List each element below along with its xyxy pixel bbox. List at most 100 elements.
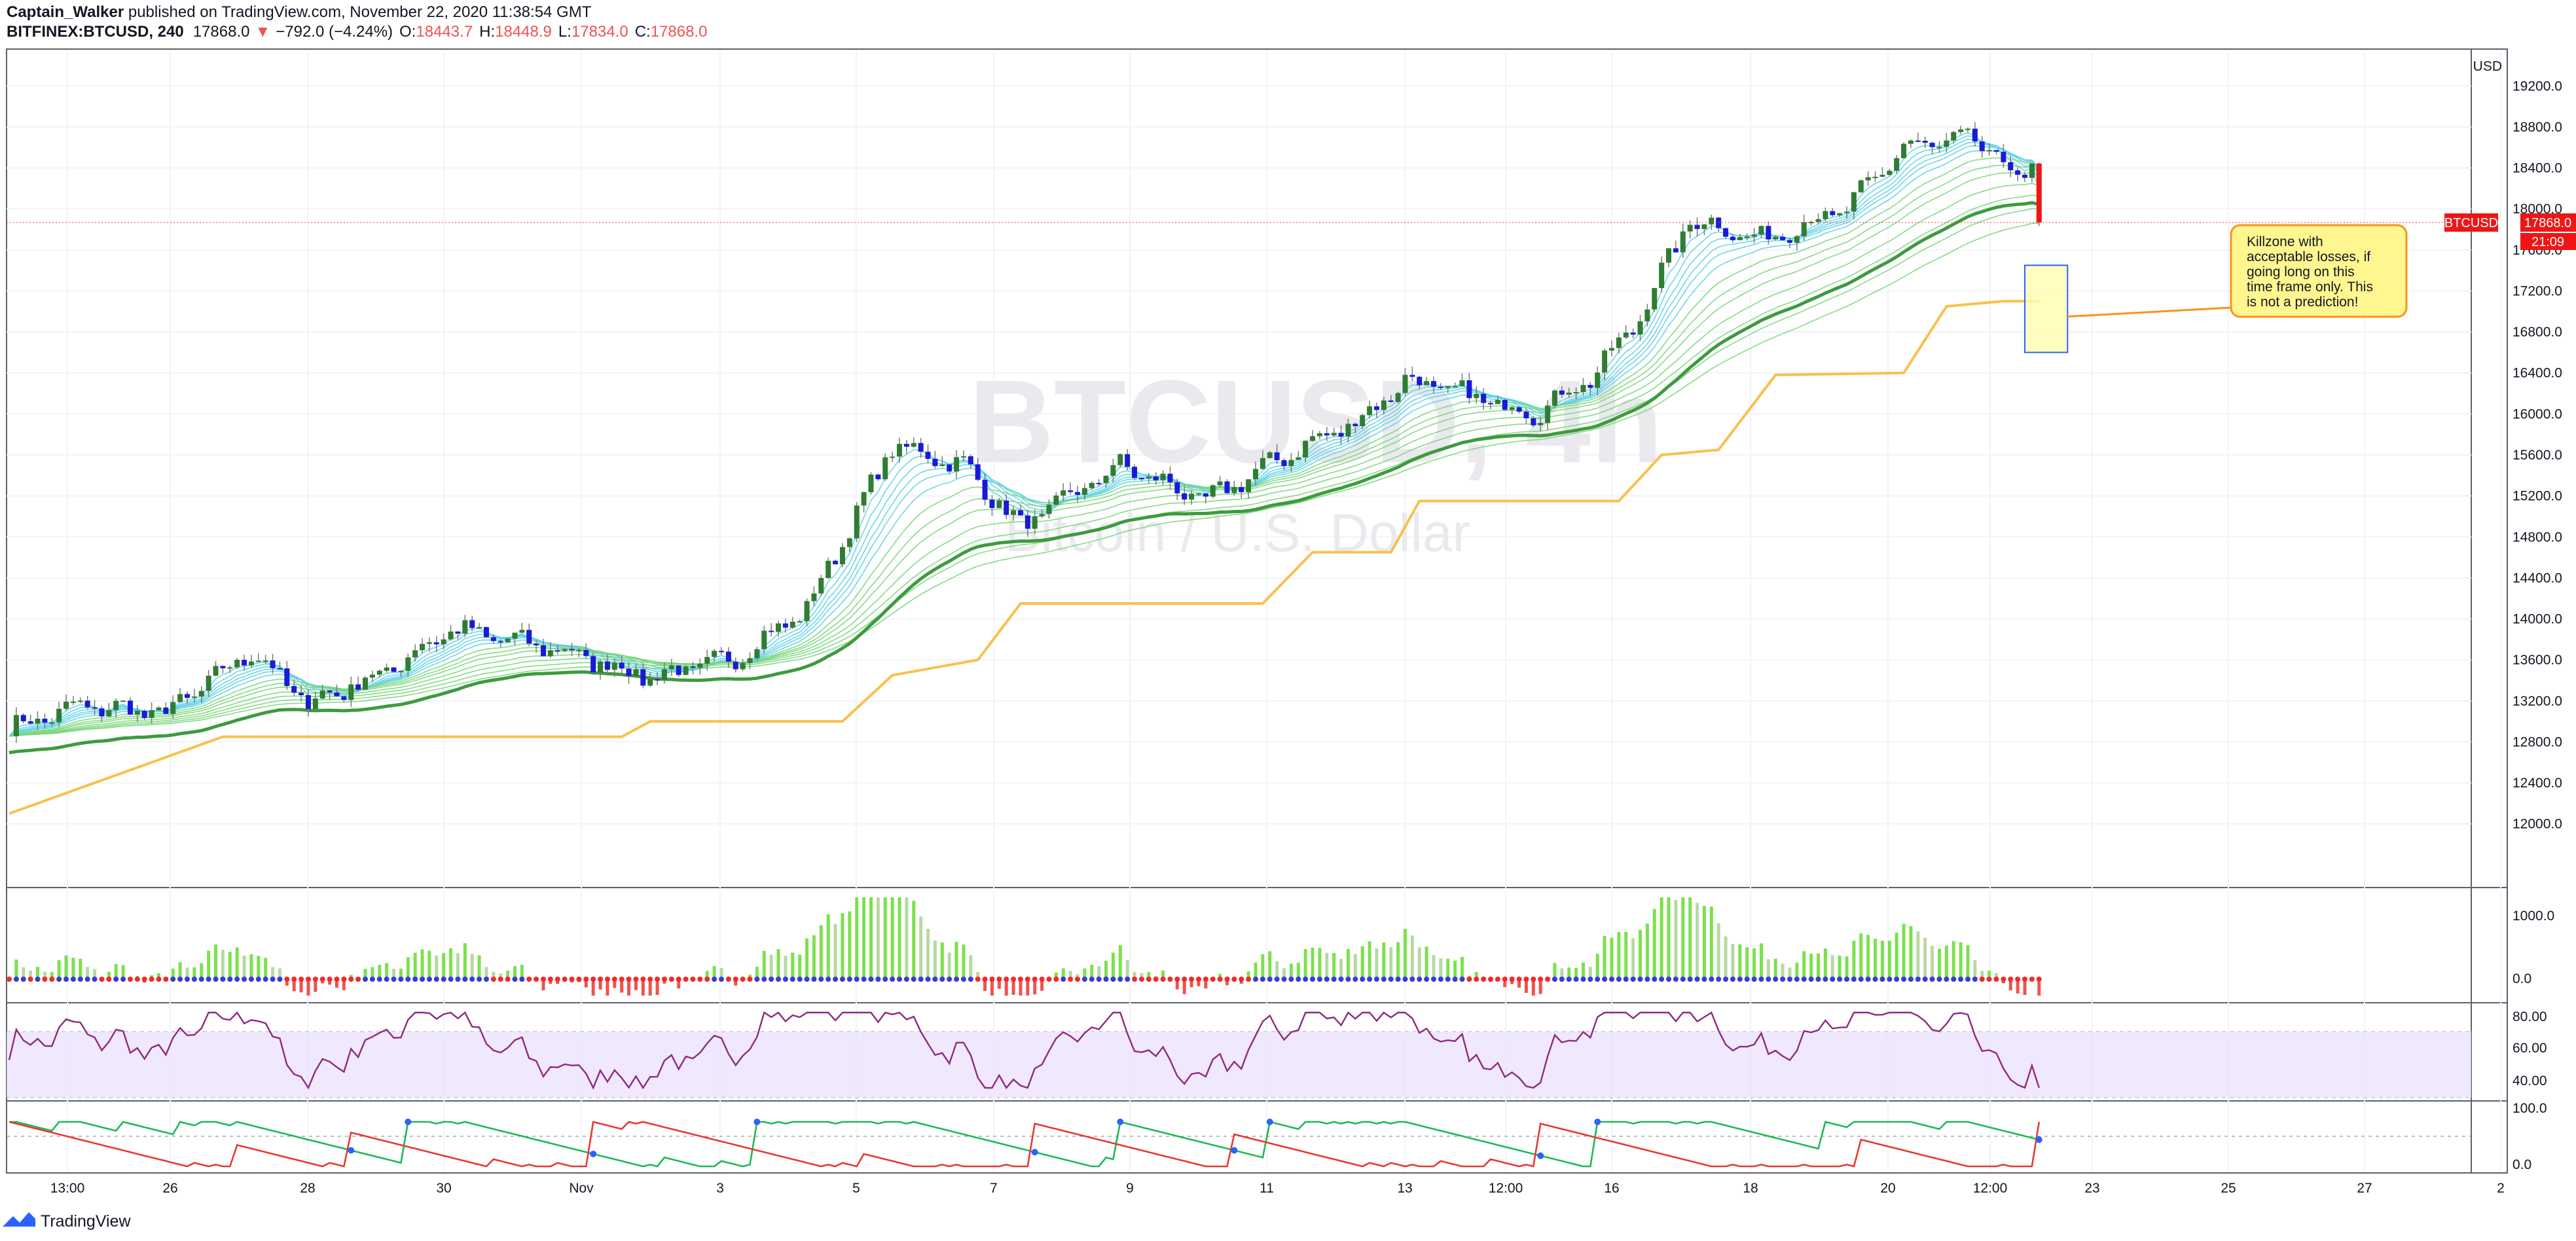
candle-body[interactable]	[1993, 150, 1999, 152]
candle-body[interactable]	[769, 630, 774, 632]
candle-body[interactable]	[234, 660, 240, 668]
candle-body[interactable]	[1516, 407, 1522, 412]
candle-body[interactable]	[1046, 505, 1052, 514]
candle-body[interactable]	[369, 674, 375, 678]
candle-body[interactable]	[1545, 405, 1551, 423]
candle-body[interactable]	[363, 677, 368, 690]
candle-body[interactable]	[704, 656, 710, 664]
candle-body[interactable]	[255, 660, 261, 662]
candle-body[interactable]	[1673, 248, 1678, 253]
candle-body[interactable]	[462, 620, 468, 634]
candle-body[interactable]	[284, 668, 290, 687]
candle-body[interactable]	[954, 457, 960, 472]
candle-body[interactable]	[1965, 128, 1970, 130]
candle-body[interactable]	[960, 456, 966, 458]
candle-body[interactable]	[541, 645, 546, 656]
candle-body[interactable]	[206, 675, 211, 691]
candlestick-series[interactable]	[13, 122, 2042, 743]
candle-body[interactable]	[242, 660, 247, 666]
candle-body[interactable]	[1986, 150, 1992, 152]
candle-body[interactable]	[576, 650, 582, 652]
candle-body[interactable]	[925, 452, 931, 459]
candle-body[interactable]	[1409, 374, 1415, 377]
candle-body[interactable]	[426, 642, 432, 644]
momentum-histogram[interactable]	[7, 897, 2042, 996]
candle-body[interactable]	[534, 643, 539, 645]
candle-body[interactable]	[469, 620, 475, 628]
candle-body[interactable]	[412, 650, 418, 658]
candle-body[interactable]	[554, 650, 560, 652]
candle-body[interactable]	[1894, 158, 1900, 171]
candle-body[interactable]	[1217, 481, 1223, 486]
candle-body[interactable]	[319, 691, 325, 699]
candle-body[interactable]	[1195, 493, 1201, 495]
candle-body[interactable]	[547, 650, 553, 656]
candle-body[interactable]	[70, 701, 76, 703]
candle-body[interactable]	[35, 719, 41, 724]
candle-body[interactable]	[1915, 140, 1921, 142]
candle-body[interactable]	[355, 684, 361, 690]
candle-body[interactable]	[1509, 407, 1515, 410]
candle-body[interactable]	[1025, 515, 1030, 529]
candle-body[interactable]	[185, 694, 190, 698]
candle-body[interactable]	[1388, 400, 1394, 403]
candle-body[interactable]	[1431, 381, 1436, 387]
candle-body[interactable]	[1887, 170, 1893, 175]
candle-body[interactable]	[2022, 174, 2028, 178]
candle-body[interactable]	[1395, 393, 1401, 403]
candle-body[interactable]	[1551, 390, 1557, 406]
candle-body[interactable]	[1445, 386, 1451, 388]
candle-body[interactable]	[277, 668, 283, 670]
candle-body[interactable]	[1288, 459, 1294, 467]
candle-body[interactable]	[49, 722, 55, 724]
candle-body[interactable]	[220, 666, 226, 668]
candle-body[interactable]	[611, 662, 617, 670]
candle-body[interactable]	[854, 505, 860, 539]
candle-body[interactable]	[1616, 337, 1622, 348]
candle-body[interactable]	[1737, 237, 1743, 241]
candle-body[interactable]	[1766, 226, 1771, 240]
candle-body[interactable]	[1253, 469, 1258, 480]
candle-body[interactable]	[27, 721, 33, 724]
candle-body[interactable]	[690, 666, 696, 668]
candle-body[interactable]	[1352, 423, 1358, 426]
candle-body[interactable]	[1901, 143, 1907, 158]
aroon-up-line[interactable]	[9, 1121, 2040, 1168]
candle-body[interactable]	[99, 708, 105, 717]
candle-body[interactable]	[483, 627, 489, 638]
candle-body[interactable]	[1637, 321, 1643, 335]
candle-body[interactable]	[569, 649, 575, 651]
candle-body[interactable]	[1146, 477, 1152, 478]
candle-body[interactable]	[376, 670, 382, 675]
candle-body[interactable]	[156, 707, 162, 710]
candle-body[interactable]	[1103, 475, 1109, 483]
candle-body[interactable]	[1267, 452, 1273, 458]
candle-body[interactable]	[1523, 411, 1529, 419]
candle-body[interactable]	[1780, 236, 1786, 240]
candle-body[interactable]	[1495, 399, 1500, 405]
candle-body[interactable]	[1452, 386, 1458, 387]
candle-body[interactable]	[505, 638, 511, 643]
candle-body[interactable]	[818, 578, 824, 594]
candle-body[interactable]	[2008, 162, 2014, 171]
candle-body[interactable]	[590, 656, 596, 673]
candle-body[interactable]	[1132, 467, 1138, 478]
candle-body[interactable]	[2036, 163, 2042, 223]
candle-body[interactable]	[92, 707, 98, 709]
price-axis[interactable]: 19200.018800.018400.018000.017600.017200…	[2513, 79, 2562, 831]
candle-body[interactable]	[939, 464, 945, 467]
candle-body[interactable]	[1316, 433, 1322, 437]
candle-body[interactable]	[1153, 477, 1159, 480]
candle-body[interactable]	[761, 630, 767, 649]
candle-body[interactable]	[1324, 433, 1330, 436]
candle-body[interactable]	[776, 623, 782, 632]
candle-body[interactable]	[989, 499, 995, 509]
candle-body[interactable]	[305, 694, 311, 710]
candle-body[interactable]	[861, 492, 867, 506]
time-axis[interactable]: 13:00 26 28 30 Nov 3 5 7 9 11 13 12:00 16 18 20 12:00 23…	[50, 1181, 2505, 1196]
candle-body[interactable]	[1851, 192, 1857, 212]
candle-body[interactable]	[13, 715, 19, 736]
candle-body[interactable]	[56, 708, 62, 723]
candle-body[interactable]	[341, 696, 347, 700]
candle-body[interactable]	[263, 660, 268, 662]
